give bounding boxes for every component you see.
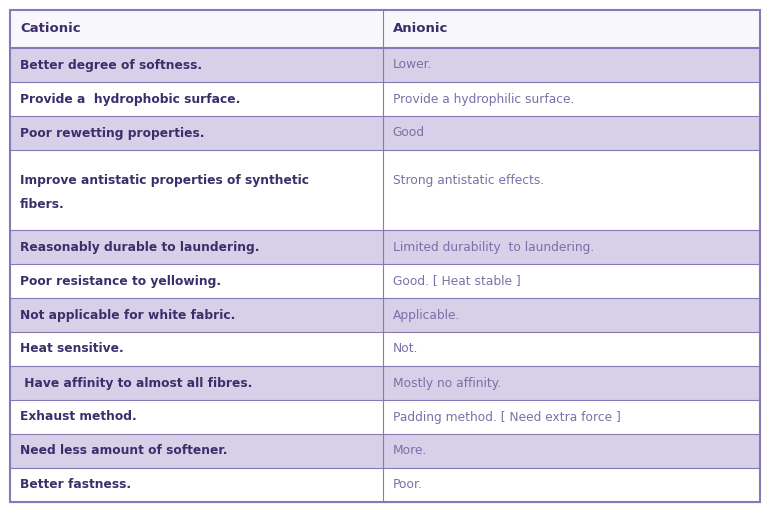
Bar (10, 82, 760, 116)
Text: Good. [ Heat stable ]: Good. [ Heat stable ] (393, 275, 521, 288)
Text: Poor rewetting properties.: Poor rewetting properties. (20, 126, 205, 139)
Text: Better fastness.: Better fastness. (20, 478, 131, 492)
Text: Padding method. [ Need extra force ]: Padding method. [ Need extra force ] (393, 410, 621, 423)
Text: Lower.: Lower. (393, 59, 432, 71)
Text: Have affinity to almost all fibres.: Have affinity to almost all fibres. (20, 377, 253, 389)
Text: Provide a hydrophilic surface.: Provide a hydrophilic surface. (393, 93, 574, 105)
Bar (10, 10, 760, 48)
Text: Poor.: Poor. (393, 478, 423, 492)
Text: fibers.: fibers. (20, 198, 65, 211)
Bar (10, 230, 760, 264)
Bar (10, 116, 760, 150)
Bar (10, 400, 760, 434)
Text: Mostly no affinity.: Mostly no affinity. (393, 377, 500, 389)
Bar (10, 468, 760, 502)
Bar (10, 434, 760, 468)
Bar (10, 48, 760, 82)
Text: Limited durability  to laundering.: Limited durability to laundering. (393, 241, 594, 254)
Text: Strong antistatic effects.: Strong antistatic effects. (393, 174, 544, 187)
Text: Poor resistance to yellowing.: Poor resistance to yellowing. (20, 275, 221, 288)
Text: More.: More. (393, 444, 427, 457)
Text: Reasonably durable to laundering.: Reasonably durable to laundering. (20, 241, 259, 254)
Bar (10, 264, 760, 298)
Text: Provide a  hydrophobic surface.: Provide a hydrophobic surface. (20, 93, 240, 105)
Bar (10, 150, 760, 230)
Text: Not.: Not. (393, 343, 418, 355)
Text: Cationic: Cationic (20, 23, 81, 36)
Bar (10, 298, 760, 332)
Text: Heat sensitive.: Heat sensitive. (20, 343, 124, 355)
Bar (10, 332, 760, 366)
Text: Improve antistatic properties of synthetic: Improve antistatic properties of synthet… (20, 174, 309, 187)
Text: Exhaust method.: Exhaust method. (20, 410, 137, 423)
Text: Better degree of softness.: Better degree of softness. (20, 59, 202, 71)
Text: Anionic: Anionic (393, 23, 448, 36)
Text: Applicable.: Applicable. (393, 309, 460, 322)
Text: Need less amount of softener.: Need less amount of softener. (20, 444, 227, 457)
Bar (10, 366, 760, 400)
Text: Good: Good (393, 126, 425, 139)
Text: Not applicable for white fabric.: Not applicable for white fabric. (20, 309, 236, 322)
